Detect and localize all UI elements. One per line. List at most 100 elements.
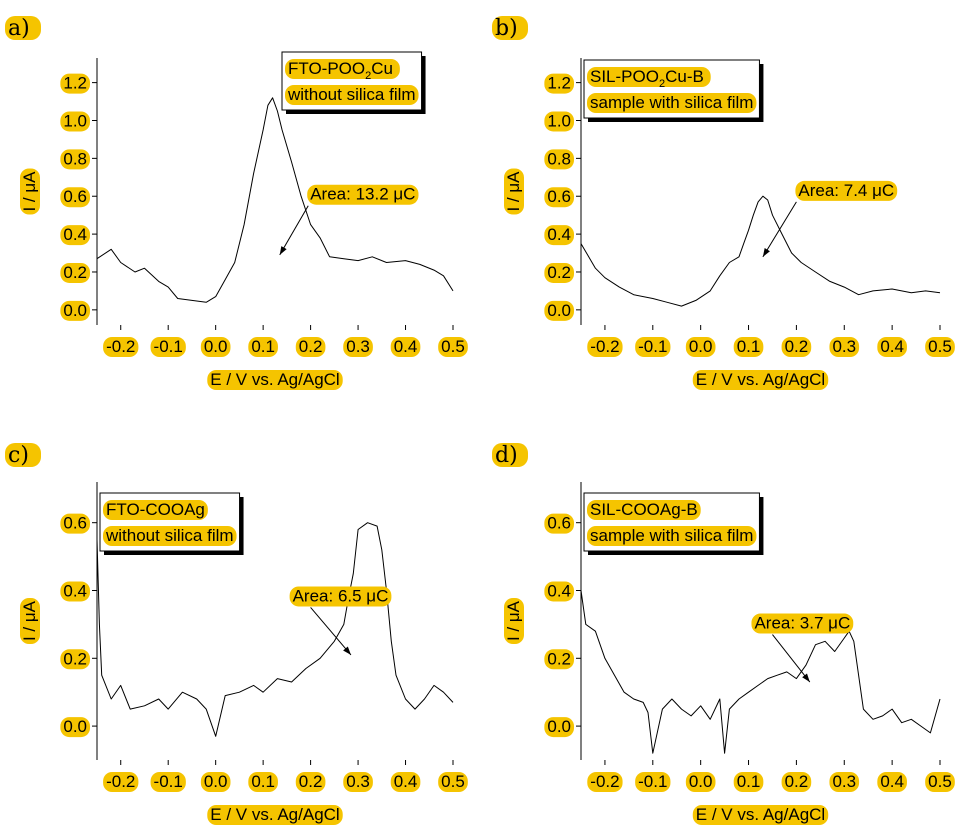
y-tick-label: 0.2 <box>547 649 571 668</box>
y-axis-label-highlight <box>504 597 524 645</box>
x-tick-label-highlight <box>390 772 421 792</box>
y-axis-label: I / μA <box>504 600 523 641</box>
chart-panel-d: d) 0.0 0.2 0.4 0.6 -0.2 -0.1 0.0 0.1 0.2 0.3 0.4 0.5… <box>492 443 955 825</box>
x-axis-label-highlight <box>207 805 343 825</box>
series-line <box>580 590 941 754</box>
y-tick-label-highlight <box>544 149 574 170</box>
y-axis-label-highlight <box>20 597 40 645</box>
annotation-arrowhead <box>762 248 770 257</box>
panel-label: b) <box>495 16 518 41</box>
chart-panel-b: b) 0.0 0.2 0.4 0.6 0.8 1.0 1.2 -0.2 -0.1 0.0 0.1 0.2… <box>492 16 955 390</box>
chart-panel-a: a) 0.0 0.2 0.4 0.6 0.8 1.0 1.2 -0.2 -0.1 0.0 0.1 0.2… <box>5 16 468 390</box>
legend-line2-highlight <box>285 85 419 105</box>
x-tick-label: 0.5 <box>441 772 465 791</box>
x-tick-label: 0.4 <box>394 337 418 356</box>
annotation-arrowhead <box>802 673 810 683</box>
y-tick-label: 0.4 <box>547 581 571 600</box>
y-tick-label: 1.2 <box>63 74 87 93</box>
x-tick-label: 0.5 <box>928 772 952 791</box>
y-tick-label-highlight <box>60 717 90 738</box>
y-tick-label-highlight <box>60 581 90 602</box>
y-tick-label: 0.4 <box>63 225 87 244</box>
x-tick-label-highlight <box>877 337 907 357</box>
x-tick-label: 0.2 <box>785 772 809 791</box>
y-axis-label-group: I / μA <box>20 168 40 215</box>
x-tick-label-highlight <box>733 337 764 357</box>
x-tick-label-highlight <box>685 337 716 357</box>
legend-line1: FTO-POO2Cu <box>288 59 393 82</box>
x-axis-label: E / V vs. Ag/AgCl <box>210 805 339 824</box>
y-axis-label-highlight <box>504 168 524 215</box>
panel-label: d) <box>495 443 518 468</box>
y-tick-label: 0.4 <box>547 225 571 244</box>
legend-line1-highlight <box>587 67 711 87</box>
legend-line2-highlight <box>103 526 237 546</box>
x-tick-label-highlight <box>925 772 955 792</box>
series-line <box>96 522 454 737</box>
y-axis-label-group: I / μA <box>504 168 524 215</box>
annotation-arrow <box>279 205 309 256</box>
y-axis-label: I / μA <box>504 171 523 212</box>
x-tick-label: 0.2 <box>299 337 323 356</box>
x-tick-label: 0.0 <box>204 337 228 356</box>
y-tick-label: 0.2 <box>547 263 571 282</box>
panel-label-highlight <box>5 443 41 467</box>
x-tick-label-highlight <box>829 772 860 792</box>
annotation-label: Area: 13.2 μC <box>310 185 415 204</box>
y-tick-label: 0.6 <box>63 187 87 206</box>
y-tick-label-highlight <box>60 187 90 208</box>
annotation-label: Area: 7.4 μC <box>798 181 894 200</box>
x-tick-label: -0.2 <box>106 772 135 791</box>
x-tick-label: -0.1 <box>638 337 667 356</box>
y-tick-label-highlight <box>544 187 574 208</box>
x-tick-label-highlight <box>343 337 373 357</box>
x-tick-label: 0.4 <box>394 772 418 791</box>
y-axis-label-highlight <box>20 168 40 215</box>
y-axis-label: I / μA <box>20 600 39 641</box>
y-tick-label-highlight <box>60 111 90 132</box>
legend-line2: without silica film <box>105 526 234 545</box>
panel-label: c) <box>8 443 29 468</box>
y-tick-label: 0.8 <box>547 149 571 168</box>
legend-line1-highlight <box>285 59 400 79</box>
x-tick-label: 0.0 <box>689 772 713 791</box>
x-tick-label-highlight <box>733 772 764 792</box>
x-tick-label: 0.1 <box>251 772 275 791</box>
x-tick-label-highlight <box>200 337 231 357</box>
y-tick-label: 1.0 <box>547 111 571 130</box>
x-axis-label-highlight <box>692 805 829 825</box>
x-tick-label-highlight <box>635 337 671 357</box>
x-tick-label-highlight <box>295 337 326 357</box>
x-tick-label-highlight <box>587 772 623 792</box>
x-axis-label: E / V vs. Ag/AgCl <box>696 805 825 824</box>
x-tick-label-highlight <box>587 337 623 357</box>
annotation-label: Area: 3.7 μC <box>754 614 850 633</box>
legend-line1: SIL-COOAg-B <box>590 500 698 519</box>
y-tick-label-highlight <box>544 225 574 246</box>
legend-line1-highlight <box>103 500 208 520</box>
x-tick-label: -0.1 <box>154 337 183 356</box>
y-axis-label-group: I / μA <box>504 597 524 645</box>
y-tick-label: 1.2 <box>547 74 571 93</box>
panel-label-highlight <box>492 16 528 40</box>
x-tick-label-highlight <box>103 772 139 792</box>
y-tick-label-highlight <box>544 649 574 670</box>
y-tick-label: 0.0 <box>547 717 571 736</box>
y-tick-label-highlight <box>60 513 90 534</box>
y-axis-label: I / μA <box>20 171 39 212</box>
x-axis-label-highlight <box>207 370 343 390</box>
y-tick-label: 0.8 <box>63 149 87 168</box>
x-tick-label: 0.3 <box>832 772 856 791</box>
x-tick-label-highlight <box>200 772 231 792</box>
x-tick-label: 0.1 <box>737 772 761 791</box>
x-tick-label-highlight <box>248 337 278 357</box>
x-tick-label-highlight <box>248 772 278 792</box>
y-tick-label-highlight <box>544 73 574 94</box>
legend-line1: SIL-POO2Cu-B <box>590 67 704 90</box>
y-tick-label-highlight <box>60 649 90 670</box>
x-tick-label-highlight <box>829 337 860 357</box>
y-tick-label: 0.6 <box>63 514 87 533</box>
x-tick-label-highlight <box>295 772 326 792</box>
x-tick-label: 0.4 <box>880 772 904 791</box>
